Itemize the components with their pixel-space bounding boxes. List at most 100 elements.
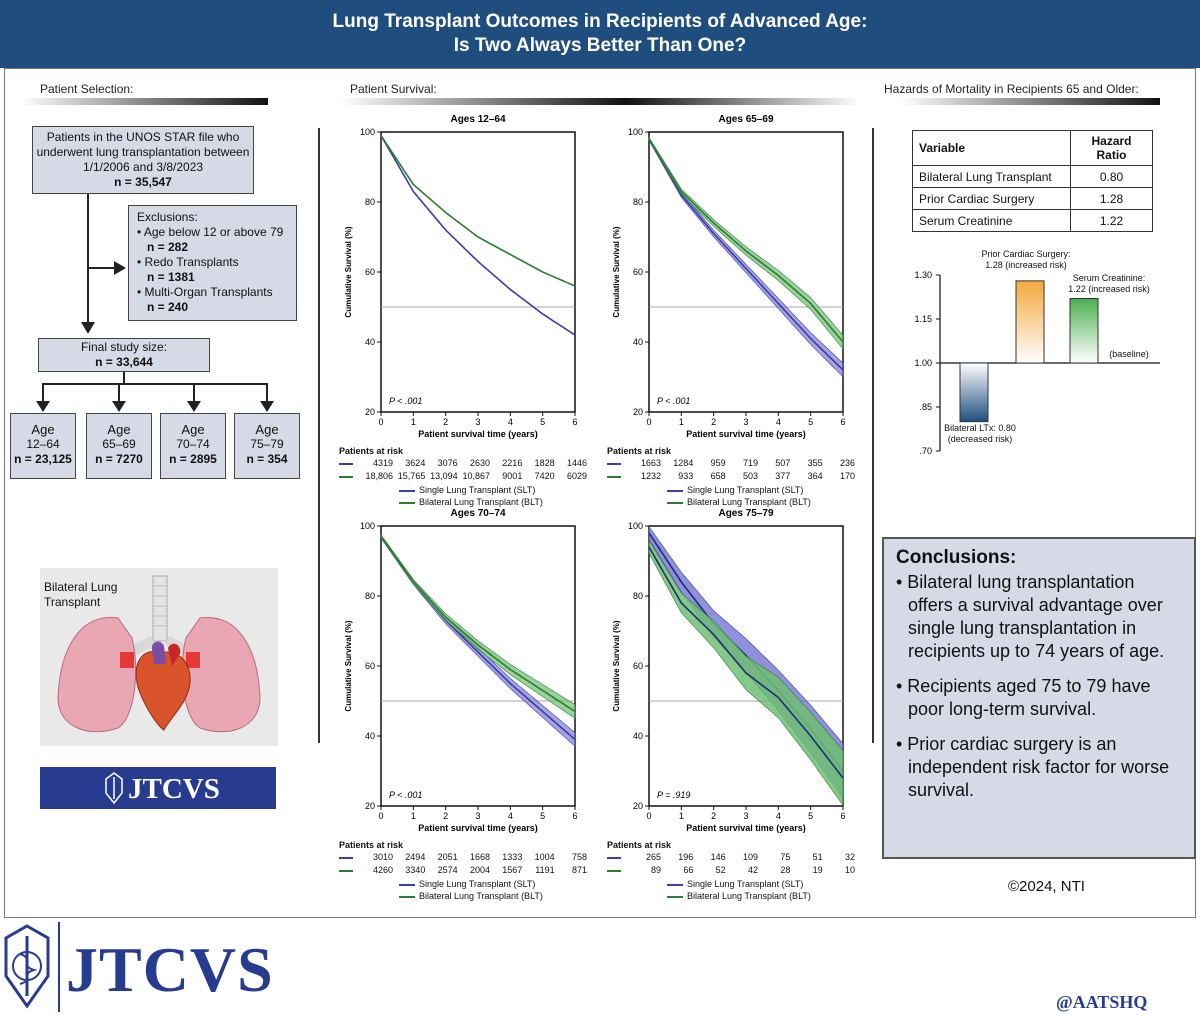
at-risk-value: 15,765 (397, 471, 426, 481)
creatinine-label-line2: 1.22 (increased risk) (1068, 284, 1150, 294)
age-range: 65–69 (102, 437, 136, 451)
at-risk-value: 236 (839, 458, 855, 468)
y-tick-label: 100 (628, 521, 643, 531)
at-risk-value: 3076 (437, 458, 458, 468)
y-tick-label: 80 (633, 591, 643, 601)
section-title-hazards: Hazards of Mortality in Recipients 65 an… (884, 82, 1139, 96)
series-marker (607, 476, 621, 478)
y-tick-label: 1.15 (914, 314, 932, 324)
y-tick-label: 100 (628, 127, 643, 137)
y-axis-label: Cumulative Survival (%) (612, 226, 621, 317)
y-tick-label: 20 (633, 801, 643, 811)
at-risk-value: 355 (807, 458, 823, 468)
connector (193, 383, 195, 403)
x-axis-label: Patient survival time (years) (418, 823, 538, 833)
divider (20, 98, 268, 105)
legend-item: Bilateral Lung Transplant (BLT) (399, 890, 543, 902)
y-tick-label: 40 (365, 337, 375, 347)
connector (42, 383, 268, 385)
legend-swatch (667, 501, 683, 504)
section-title-selection: Patient Selection: (40, 82, 134, 96)
at-risk-value: 1668 (469, 852, 490, 862)
y-tick-label: 80 (365, 197, 375, 207)
x-tick-label: 5 (808, 417, 813, 427)
col-variable-header: Variable (912, 130, 1071, 166)
final-study-box: Final study size: n = 33,644 (38, 338, 210, 372)
x-tick-label: 3 (475, 811, 480, 821)
y-tick-label: 20 (365, 407, 375, 417)
exclusion-item: • Age below 12 or above 79 (137, 225, 284, 239)
arrow-icon (112, 401, 126, 412)
arrow-icon (114, 261, 126, 275)
at-risk-value: 170 (839, 471, 855, 481)
at-risk-label: Patients at risk (339, 446, 404, 456)
p-value: P < .001 (389, 396, 422, 406)
caduceus-icon (105, 772, 123, 805)
at-risk-value: 3340 (405, 865, 426, 875)
x-axis-label: Patient survival time (years) (418, 429, 538, 439)
y-tick-label: 60 (365, 661, 375, 671)
confidence-band (648, 136, 844, 378)
y-tick-label: 80 (633, 197, 643, 207)
at-risk-value: 871 (571, 865, 587, 875)
divider (58, 922, 60, 1012)
x-tick-label: 1 (411, 811, 416, 821)
plot-frame (380, 525, 576, 807)
divider (340, 98, 860, 105)
at-risk-value: 109 (742, 852, 758, 862)
hr-bar (959, 362, 989, 423)
divider (872, 128, 874, 743)
arrow-icon (187, 401, 201, 412)
legend-item: Single Lung Transplant (SLT) (399, 878, 543, 890)
variable-cell: Serum Creatinine (912, 209, 1071, 232)
flow-start-text: Patients in the UNOS STAR file who under… (36, 130, 250, 174)
at-risk-value: 1828 (534, 458, 555, 468)
at-risk-value: 3010 (372, 852, 393, 862)
survival-line-slt (648, 138, 844, 371)
age-range: 12–64 (26, 437, 60, 451)
km-chart-2: Ages 65–69 20 40 60 80 100 0 1 2 3 4 5 6 Patient surv… (612, 114, 846, 439)
x-tick-label: 3 (743, 417, 748, 427)
at-risk-value: 2051 (437, 852, 458, 862)
legend-swatch (399, 501, 415, 504)
at-risk-row: 4319 3624 3076 2630 2216 1828 1446 (337, 458, 597, 470)
x-tick-label: 0 (378, 417, 383, 427)
survival-line-slt (380, 135, 576, 336)
series-marker (339, 857, 353, 859)
at-risk-value: 2216 (502, 458, 523, 468)
exclusions-box: Exclusions: • Age below 12 or above 79 n… (128, 205, 297, 321)
x-tick-label: 3 (743, 811, 748, 821)
at-risk-label: Patients at risk (339, 840, 404, 850)
exclusion-n: n = 282 (147, 240, 189, 254)
at-risk-value: 503 (742, 471, 758, 481)
arrow-icon (260, 401, 274, 412)
x-tick-label: 2 (443, 417, 448, 427)
at-risk-value: 7420 (534, 471, 555, 481)
x-tick-label: 1 (411, 417, 416, 427)
arrow-icon (81, 322, 95, 334)
x-tick-label: 6 (840, 811, 845, 821)
series-marker (339, 476, 353, 478)
at-risk-value: 146 (710, 852, 726, 862)
at-risk-row: 18,806 15,765 13,094 10,867 9001 7420 6029 (337, 471, 597, 483)
conclusions-title: Conclusions: (896, 547, 1017, 568)
conclusion-bullet: • Recipients aged 75 to 79 have poor lon… (896, 676, 1151, 719)
age-label: Age (107, 422, 131, 437)
at-risk-value: 265 (645, 852, 661, 862)
table-row: Serum Creatinine 1.22 (912, 209, 1153, 232)
lungs-heart-icon (57, 575, 261, 733)
title-line-1: Lung Transplant Outcomes in Recipients o… (332, 11, 868, 32)
chart-legend: Single Lung Transplant (SLT) Bilateral Lu… (667, 484, 811, 508)
at-risk-label: Patients at risk (607, 840, 672, 850)
y-tick-label: 20 (633, 407, 643, 417)
at-risk-value: 758 (571, 852, 587, 862)
hr-cell: 1.28 (1070, 187, 1153, 210)
y-axis-label: Cumulative Survival (%) (344, 620, 353, 711)
y-tick-label: 60 (633, 267, 643, 277)
chart-legend: Single Lung Transplant (SLT) Bilateral Lu… (667, 878, 811, 902)
y-tick-label: 20 (365, 801, 375, 811)
x-tick-label: 4 (776, 417, 781, 427)
x-tick-label: 4 (508, 811, 513, 821)
age-n: n = 23,125 (14, 452, 72, 466)
at-risk-row: 1663 1284 959 719 507 355 236 (605, 458, 865, 470)
